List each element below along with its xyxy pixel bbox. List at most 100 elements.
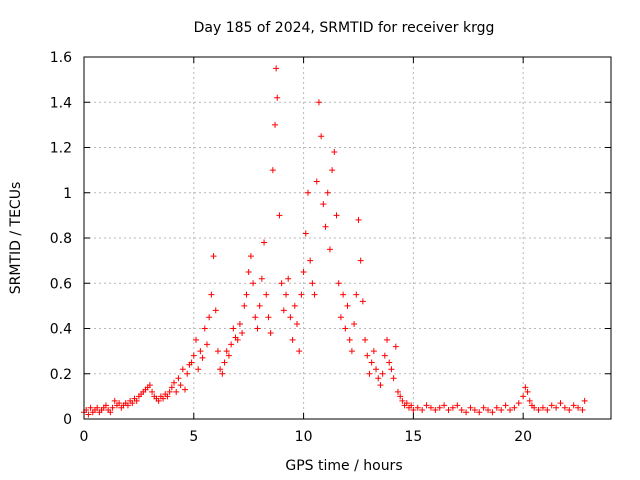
data-point <box>210 253 217 260</box>
data-point <box>544 406 551 413</box>
x-tick-label: 5 <box>189 429 198 445</box>
data-point <box>381 352 388 359</box>
y-tick-label: 0.6 <box>50 276 72 292</box>
data-point <box>522 384 529 391</box>
x-tick-label: 0 <box>80 429 89 445</box>
data-point <box>267 330 274 337</box>
data-point <box>557 400 564 407</box>
data-point <box>265 314 272 321</box>
data-point <box>320 201 327 208</box>
data-point <box>485 406 492 413</box>
data-point <box>124 402 131 409</box>
data-point <box>531 404 538 411</box>
data-point <box>368 359 375 366</box>
data-point <box>414 404 421 411</box>
y-tick-label: 1.4 <box>50 95 72 111</box>
data-point <box>379 370 386 377</box>
data-point <box>511 404 518 411</box>
data-point <box>217 366 224 373</box>
data-point <box>313 178 320 185</box>
data-point <box>94 404 101 411</box>
data-point <box>171 379 178 386</box>
data-point <box>102 402 109 409</box>
data-point <box>274 94 281 101</box>
data-point <box>177 382 184 389</box>
data-point <box>454 402 461 409</box>
data-point <box>276 212 283 219</box>
data-point <box>252 314 259 321</box>
data-point <box>502 402 509 409</box>
data-point <box>311 291 318 298</box>
data-point <box>164 393 171 400</box>
data-point <box>221 359 228 366</box>
x-axis-label: GPS time / hours <box>285 458 402 474</box>
data-point <box>155 397 162 404</box>
data-point <box>247 253 254 260</box>
x-tick-labels: 0 5 10 15 20 <box>80 429 533 445</box>
data-point <box>441 402 448 409</box>
data-point <box>561 404 568 411</box>
data-point <box>179 366 186 373</box>
data-point <box>337 314 344 321</box>
data-point <box>190 352 197 359</box>
data-point <box>236 320 243 327</box>
data-point <box>195 366 202 373</box>
data-point <box>318 133 325 140</box>
data-point <box>408 402 415 409</box>
data-point <box>269 167 276 174</box>
axis-ticks <box>83 56 611 420</box>
data-point <box>256 302 263 309</box>
data-point <box>340 291 347 298</box>
data-point <box>524 388 531 395</box>
data-point <box>515 400 522 407</box>
data-point <box>245 268 252 275</box>
y-tick-label: 0.4 <box>50 322 72 338</box>
data-point <box>197 348 204 355</box>
data-point <box>234 336 241 343</box>
data-point <box>302 230 309 237</box>
data-point <box>287 314 294 321</box>
x-tick-label: 20 <box>514 429 532 445</box>
data-point <box>362 336 369 343</box>
data-point <box>239 330 246 337</box>
data-point <box>133 397 140 404</box>
y-axis-label: SRMTID / TECUs <box>8 182 24 295</box>
data-point <box>399 397 406 404</box>
data-point <box>322 223 329 230</box>
data-point <box>526 397 533 404</box>
data-point <box>427 404 434 411</box>
y-tick-label: 0.2 <box>50 367 72 383</box>
data-point <box>471 406 478 413</box>
data-point <box>283 291 290 298</box>
data-point <box>520 393 527 400</box>
data-point <box>109 404 116 411</box>
data-point <box>333 212 340 219</box>
y-tick-labels: 0 0.2 0.4 0.6 0.8 1 1.2 1.4 1.6 <box>50 50 72 428</box>
data-point <box>384 336 391 343</box>
data-point <box>261 239 268 246</box>
data-point <box>366 370 373 377</box>
data-point <box>272 121 279 128</box>
data-point <box>263 291 270 298</box>
data-point <box>166 388 173 395</box>
data-point <box>432 406 439 413</box>
data-point <box>436 404 443 411</box>
data-point <box>458 406 465 413</box>
data-point <box>300 268 307 275</box>
data-point <box>203 341 210 348</box>
data-point <box>85 411 92 418</box>
data-point <box>449 404 456 411</box>
data-point <box>214 348 221 355</box>
data-point <box>199 354 206 361</box>
data-point <box>419 406 426 413</box>
data-point <box>467 404 474 411</box>
data-point <box>208 291 215 298</box>
data-point <box>129 400 136 407</box>
data-point <box>370 348 377 355</box>
data-point <box>348 348 355 355</box>
data-point <box>278 280 285 287</box>
data-point <box>326 246 333 253</box>
data-point <box>403 400 410 407</box>
data-point <box>168 384 175 391</box>
